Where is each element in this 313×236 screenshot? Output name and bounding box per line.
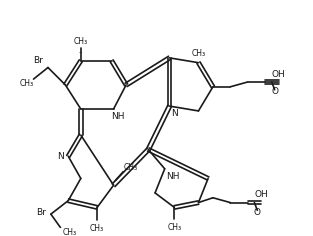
Text: O: O — [254, 208, 261, 217]
Text: Br: Br — [36, 208, 46, 217]
Text: OH: OH — [272, 70, 285, 79]
Text: CH₃: CH₃ — [20, 80, 34, 88]
Text: N: N — [57, 152, 64, 161]
Text: CH₃: CH₃ — [63, 228, 77, 236]
Text: OH: OH — [254, 190, 268, 199]
Text: CH₃: CH₃ — [167, 223, 182, 232]
Text: N: N — [171, 109, 178, 118]
Text: CH₃: CH₃ — [74, 37, 88, 46]
Text: CH₃: CH₃ — [124, 163, 138, 172]
Text: CH₃: CH₃ — [90, 224, 104, 233]
Text: NH: NH — [166, 172, 179, 181]
Text: O: O — [271, 87, 278, 96]
Text: Br: Br — [33, 56, 43, 65]
Text: NH: NH — [111, 112, 124, 121]
Text: –: – — [79, 49, 83, 55]
Text: CH₃: CH₃ — [191, 49, 206, 58]
